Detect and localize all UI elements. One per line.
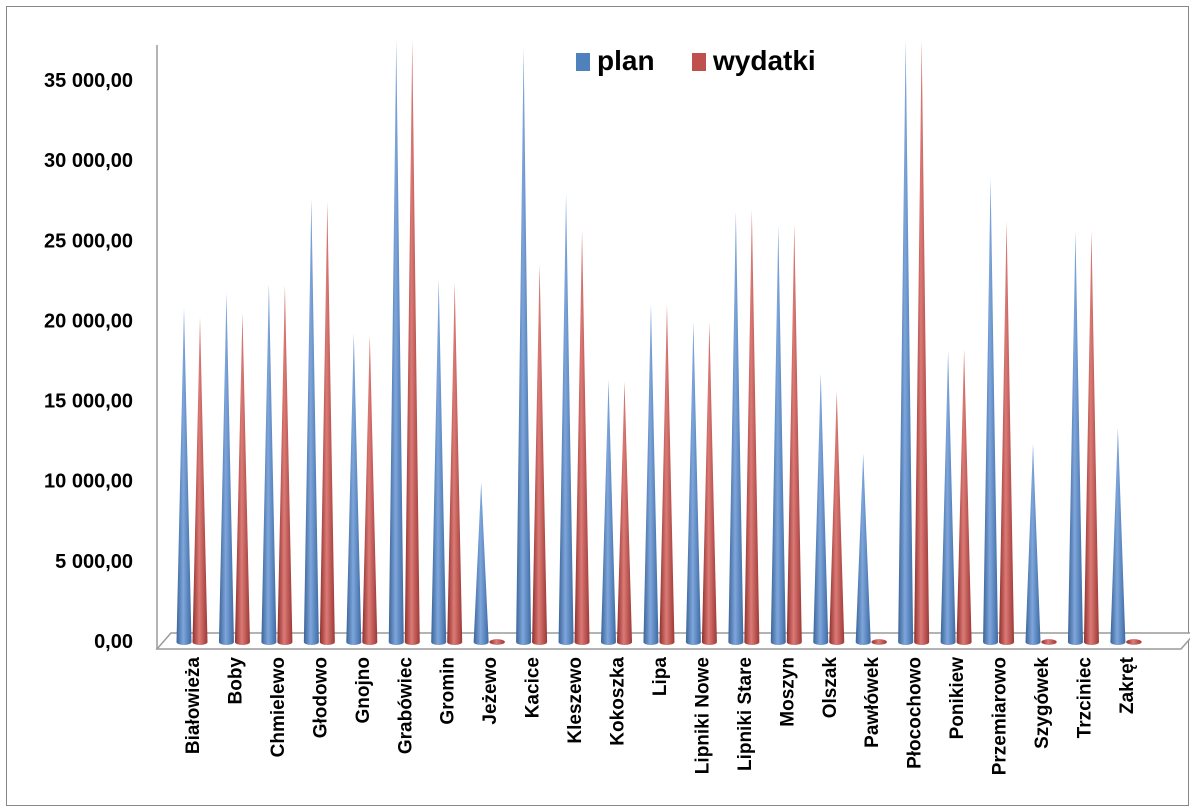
x-category-label: Gromin xyxy=(438,657,459,725)
bar-wydatki xyxy=(956,349,972,645)
y-tick-label: 0,00 xyxy=(94,631,133,653)
bar-plan xyxy=(940,350,956,645)
x-category-label: Kacice xyxy=(523,657,544,718)
x-category-label: Kokoszka xyxy=(608,657,629,746)
bar-wydatki xyxy=(489,639,505,645)
x-category-label: Boby xyxy=(225,657,246,705)
bar-plan xyxy=(346,333,362,645)
bar-plan xyxy=(218,293,234,645)
x-category-label: Trzciniec xyxy=(1074,657,1095,739)
bar-wydatki xyxy=(447,282,463,645)
bar-plan xyxy=(176,307,192,645)
bar-wydatki xyxy=(871,639,888,645)
legend-swatch-plan xyxy=(576,53,590,71)
bar-plan xyxy=(643,304,659,645)
x-category-label: Szygówek xyxy=(1032,657,1053,749)
y-tick-label: 15 000,00 xyxy=(44,391,133,413)
bar-plan xyxy=(813,373,829,645)
bar-plan xyxy=(855,453,871,645)
x-category-label: Lipniki Nowe xyxy=(692,657,713,774)
bar-wydatki xyxy=(574,230,590,645)
bar-wydatki xyxy=(999,221,1015,646)
bar-plan xyxy=(1110,427,1126,645)
x-category-label: Kleszewo xyxy=(565,657,586,744)
bar-wydatki xyxy=(192,317,208,645)
x-category-label: Lipa xyxy=(650,657,671,696)
x-category-label: Ponikiew xyxy=(947,657,968,740)
bar-wydatki xyxy=(829,390,845,645)
bar-wydatki xyxy=(1041,639,1057,645)
bar-plan xyxy=(303,198,319,645)
bar-plan xyxy=(388,40,404,645)
bar-plan xyxy=(728,211,744,645)
x-category-label: Chmielewo xyxy=(268,657,289,757)
bar-wydatki xyxy=(617,381,632,645)
bar-plan xyxy=(685,322,701,645)
legend: plan wydatki xyxy=(576,45,816,76)
x-category-label: Gnojno xyxy=(353,657,374,723)
x-category-label: Jeżewo xyxy=(480,657,501,725)
legend-label-plan: plan xyxy=(597,45,655,76)
x-category-label: Głodowo xyxy=(310,657,331,738)
x-category-label: Zakręt xyxy=(1117,656,1138,714)
bar-plan xyxy=(983,177,999,645)
legend-label-wydatki: wydatki xyxy=(712,45,816,76)
bar-plan xyxy=(601,379,616,645)
bar-wydatki xyxy=(234,312,250,645)
x-category-label: Pawłówek xyxy=(862,657,883,748)
y-tick-label: 25 000,00 xyxy=(44,230,133,252)
x-category-label: Białowieża xyxy=(183,657,204,755)
bar-plan xyxy=(516,48,532,645)
bar-wydatki xyxy=(659,304,675,645)
bar-wydatki xyxy=(1083,230,1099,645)
x-category-label: Lipniki Stare xyxy=(735,657,756,771)
bar-wydatki xyxy=(914,40,930,645)
chart-frame: 0,00 5 000,00 10 000,00 15 000,00 20 000,00 2… xyxy=(6,6,1190,806)
y-tick-label: 10 000,00 xyxy=(44,471,133,493)
bar-wydatki xyxy=(319,201,335,646)
bar-plan xyxy=(261,283,277,645)
x-category-label: Moszyn xyxy=(777,657,798,727)
y-tick-label: 5 000,00 xyxy=(55,551,133,573)
y-tick-label: 20 000,00 xyxy=(44,310,133,332)
y-tick-label: 35 000,00 xyxy=(44,70,133,92)
bar-wydatki xyxy=(277,285,293,645)
bar-wydatki xyxy=(532,264,548,645)
bar-wydatki xyxy=(362,334,378,645)
bar-plan xyxy=(770,225,786,645)
bar-wydatki xyxy=(786,224,802,645)
y-tick-label: 30 000,00 xyxy=(44,150,133,172)
bar-plan xyxy=(473,482,489,645)
bar-wydatki xyxy=(744,209,760,645)
bar-plan xyxy=(431,278,447,645)
legend-swatch-wydatki xyxy=(692,53,706,71)
x-category-label: Grabówiec xyxy=(395,657,416,755)
x-category-label: Olszak xyxy=(820,657,841,719)
bar-plan xyxy=(1067,230,1083,645)
bar-plan xyxy=(898,40,914,645)
bar-wydatki xyxy=(701,322,717,645)
x-category-label: Przemiarowo xyxy=(990,657,1011,775)
bar-plan xyxy=(1025,443,1041,645)
bar-plan xyxy=(558,193,574,645)
x-category-label: Płocochowo xyxy=(905,657,926,769)
bar-chart: 0,00 5 000,00 10 000,00 15 000,00 20 000,00 2… xyxy=(44,40,1190,775)
bar-wydatki xyxy=(404,40,420,645)
bar-wydatki xyxy=(1126,639,1142,645)
